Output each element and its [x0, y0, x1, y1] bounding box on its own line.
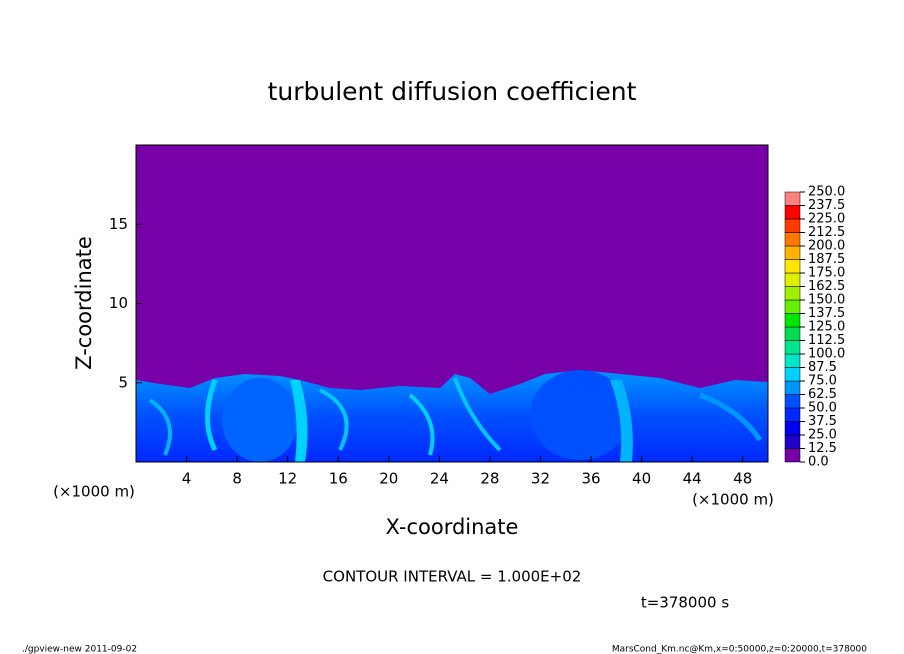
colorbar-label: 87.5	[808, 360, 837, 375]
colorbar-label: 150.0	[808, 293, 845, 308]
x-tick-label: 24	[430, 470, 449, 488]
y-axis-label: Z-coordinate	[72, 236, 96, 370]
x-tick-label: 36	[581, 470, 600, 488]
x-tick-label: 20	[379, 470, 398, 488]
field-pattern	[136, 370, 768, 462]
colorbar-label: 0.0	[808, 455, 829, 470]
colorbar-box	[784, 340, 801, 355]
x-tick-label: 28	[480, 470, 499, 488]
colorbar-label: 187.5	[808, 252, 845, 267]
y-unit: (×1000 m)	[692, 491, 774, 509]
x-tick-label: 32	[531, 470, 550, 488]
footer-right: MarsCond_Km.nc@Km,x=0:50000,z=0:20000,t=…	[612, 645, 867, 654]
colorbar-box	[784, 353, 801, 368]
colorbar-label: 175.0	[808, 266, 845, 281]
colorbar-box	[784, 272, 801, 287]
colorbar-label: 62.5	[808, 387, 837, 402]
time-note: t=378000 s	[641, 594, 729, 612]
colorbar-label: 125.0	[808, 320, 845, 335]
colorbar-box	[784, 367, 801, 382]
colorbar-box	[784, 286, 801, 301]
colorbar-box	[784, 299, 801, 314]
x-tick-label: 48	[733, 470, 752, 488]
colorbar-label: 100.0	[808, 347, 845, 362]
colorbar-label: 250.0	[808, 185, 845, 200]
colorbar-label: 162.5	[808, 279, 845, 294]
colorbar-box	[784, 380, 801, 395]
colorbar-box	[784, 313, 801, 328]
colorbar-label: 25.0	[808, 428, 837, 443]
colorbar-label: 137.5	[808, 306, 845, 321]
colorbar-label: 75.0	[808, 374, 837, 389]
colorbar-label: 50.0	[808, 401, 837, 416]
colorbar-box	[784, 448, 801, 463]
colorbar-box	[784, 245, 801, 260]
colorbar-label: 37.5	[808, 414, 837, 429]
colorbar-label: 112.5	[808, 333, 845, 348]
x-tick-label: 40	[632, 470, 651, 488]
x-unit: (×1000 m)	[53, 483, 135, 501]
x-tick-label: 4	[182, 470, 192, 488]
colorbar-box	[784, 205, 801, 220]
colorbar-label: 12.5	[808, 441, 837, 456]
x-tick-label: 16	[329, 470, 348, 488]
chart-title: turbulent diffusion coefficient	[268, 77, 637, 106]
y-tick-label: 5	[118, 373, 128, 391]
colorbar-box	[784, 232, 801, 247]
footer-left: ./gpview-new 2011-09-02	[22, 645, 137, 654]
y-tick-label: 10	[109, 294, 128, 312]
colorbar-box	[784, 259, 801, 274]
colorbar-label: 225.0	[808, 212, 845, 227]
colorbar-box	[784, 407, 801, 422]
colorbar-box	[784, 394, 801, 409]
x-axis-label: X-coordinate	[386, 515, 519, 539]
x-tick-label: 8	[232, 470, 242, 488]
x-tick-label: 44	[683, 470, 702, 488]
colorbar-box	[784, 326, 801, 341]
colorbar-box	[784, 421, 801, 436]
x-tick-label: 12	[278, 470, 297, 488]
colorbar-label: 237.5	[808, 198, 845, 213]
colorbar-label: 200.0	[808, 239, 845, 254]
colorbar-box	[784, 434, 801, 449]
colorbar-label: 212.5	[808, 225, 845, 240]
colorbar-box	[784, 218, 801, 233]
y-tick-label: 15	[109, 215, 128, 233]
colorbar-box	[784, 191, 801, 206]
contour-note: CONTOUR INTERVAL = 1.000E+02	[323, 568, 582, 586]
